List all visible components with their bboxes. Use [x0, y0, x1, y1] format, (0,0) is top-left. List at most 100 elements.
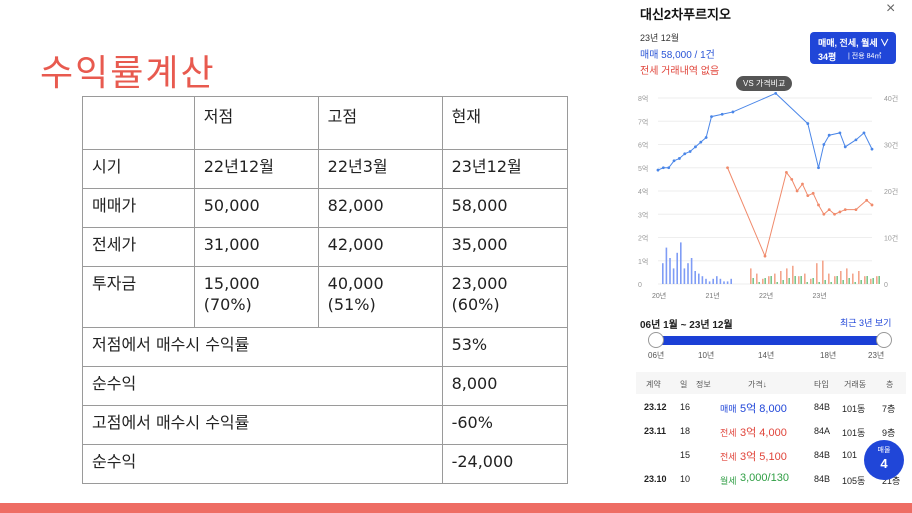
volume-bar: [782, 280, 784, 284]
y-tick-label: 7억: [638, 118, 648, 126]
volume-bar: [687, 263, 689, 284]
deal-month: 23.11: [644, 426, 667, 436]
volume-bar: [752, 278, 754, 284]
table-row: 고점에서 매수시 수익률 -60%: [82, 405, 569, 445]
volume-bar: [872, 278, 874, 284]
deal-type: 84A: [814, 426, 831, 436]
volume-bar: [836, 276, 838, 284]
table-cell: 82,000: [317, 188, 443, 228]
volume-bar: [768, 276, 770, 284]
y-tick-label: 2억: [638, 235, 648, 243]
y-tick-label: 0: [638, 282, 642, 289]
recent-3y-link[interactable]: 최근 3년 보기: [840, 318, 892, 328]
volume-bar: [818, 282, 820, 284]
y2-tick-label: 10건: [884, 234, 898, 243]
slider-tick: 10년: [698, 351, 715, 360]
footer-accent-bar: [0, 503, 912, 513]
y-tick-label: 3억: [638, 211, 648, 219]
deal-type-filter-button[interactable]: 매매, 전세, 월세 ∨ 34평 | 전용 84㎡: [810, 32, 896, 64]
x-tick-label: 22년: [759, 291, 773, 300]
y-tick-label: 5억: [638, 165, 648, 173]
volume-bar: [764, 278, 766, 284]
data-point: [817, 166, 820, 170]
volume-bar: [786, 268, 788, 284]
period-slider-end-handle[interactable]: [876, 332, 892, 348]
volume-bar: [776, 282, 778, 284]
volume-bar: [698, 273, 700, 284]
volume-bar: [794, 276, 796, 284]
volume-bar: [840, 271, 842, 284]
volume-bar: [848, 278, 850, 284]
volume-bar: [876, 276, 878, 284]
volume-bar: [730, 278, 732, 284]
data-point: [806, 194, 810, 198]
deal-kind: 전세: [720, 452, 737, 462]
listings-label: 매물: [877, 447, 891, 454]
table-cell: 순수익: [82, 366, 443, 406]
deal-type: 84B: [814, 402, 831, 412]
deal-price: 3,000/130: [740, 472, 789, 484]
table-cell: [82, 96, 195, 150]
volume-bar: [662, 263, 664, 284]
period-slider-track[interactable]: [654, 336, 882, 345]
deal-day: 10: [680, 474, 691, 484]
volume-bar: [792, 265, 794, 284]
table-cell: 31,000: [193, 227, 319, 267]
data-point: [683, 152, 687, 156]
volume-bar: [726, 281, 729, 284]
data-point: [795, 189, 799, 193]
table-cell: 22년12월: [193, 149, 319, 189]
table-cell: 투자금: [82, 266, 195, 328]
data-point: [667, 166, 671, 170]
slider-tick: 14년: [758, 351, 775, 360]
table-cell: 35,000: [441, 227, 569, 267]
volume-bar: [800, 276, 802, 284]
data-point: [694, 145, 697, 149]
deal-row[interactable]: 23.12 16 매매 5억 8,000 84B 101동 7층: [636, 394, 906, 418]
volume-bar: [712, 278, 714, 284]
deal-kind: 전세: [720, 428, 737, 438]
table-cell: 23년12월: [441, 149, 569, 189]
period-range: 06년 1월 ~ 23년 12월: [640, 320, 733, 331]
deal-price: 3억 5,100: [740, 451, 787, 463]
x-tick-label: 23년: [813, 291, 827, 300]
data-point: [838, 210, 842, 214]
table-row: 순수익 -24,000: [82, 444, 569, 484]
volume-bar: [676, 252, 678, 284]
deal-day: 16: [680, 402, 691, 412]
area-label: | 전용 84㎡: [848, 53, 882, 60]
table-row: 투자금 15,000 (70%) 40,000 (51%) 23,000 (60%): [82, 266, 569, 328]
deal-row[interactable]: 23.10 10 월세 3,000/130 84B 105동 21층: [636, 466, 906, 490]
table-cell: 시기: [82, 149, 195, 189]
data-point: [843, 208, 847, 211]
y2-tick-label: 20건: [884, 187, 898, 196]
y-tick-label: 4억: [638, 188, 648, 196]
selected-month: 23년 12월: [640, 33, 680, 43]
volume-bar: [705, 278, 707, 284]
volume-bar: [690, 258, 693, 284]
data-point: [827, 208, 831, 211]
volume-bar: [758, 282, 760, 284]
volume-bar: [846, 268, 848, 284]
volume-bar: [683, 268, 686, 284]
vs-compare-button[interactable]: VS 가격비교: [736, 76, 793, 91]
listings-button[interactable]: 매물 4: [864, 440, 904, 480]
volume-bar: [804, 273, 806, 284]
deal-type: 84B: [814, 474, 831, 484]
slider-tick: 23년: [868, 351, 885, 360]
table-cell: 전세가: [82, 227, 195, 267]
data-point: [661, 166, 665, 170]
table-cell: -60%: [441, 405, 569, 445]
period-slider-start-handle[interactable]: [648, 332, 664, 348]
deal-row[interactable]: 23.11 18 전세 3억 4,000 84A 101동 9층: [636, 418, 906, 442]
table-row: 저점 고점 현재: [82, 96, 569, 150]
deal-type: 84B: [814, 450, 831, 460]
table-cell: 58,000: [441, 188, 569, 228]
data-point: [827, 133, 831, 137]
deal-row[interactable]: 15 전세 3억 5,100 84B 101: [636, 442, 906, 466]
close-icon[interactable]: ×: [886, 0, 896, 17]
table-cell: 고점에서 매수시 수익률: [82, 405, 443, 445]
col-price[interactable]: 가격↓: [748, 380, 767, 389]
volume-bar: [816, 263, 818, 284]
col-day: 일: [680, 380, 688, 389]
